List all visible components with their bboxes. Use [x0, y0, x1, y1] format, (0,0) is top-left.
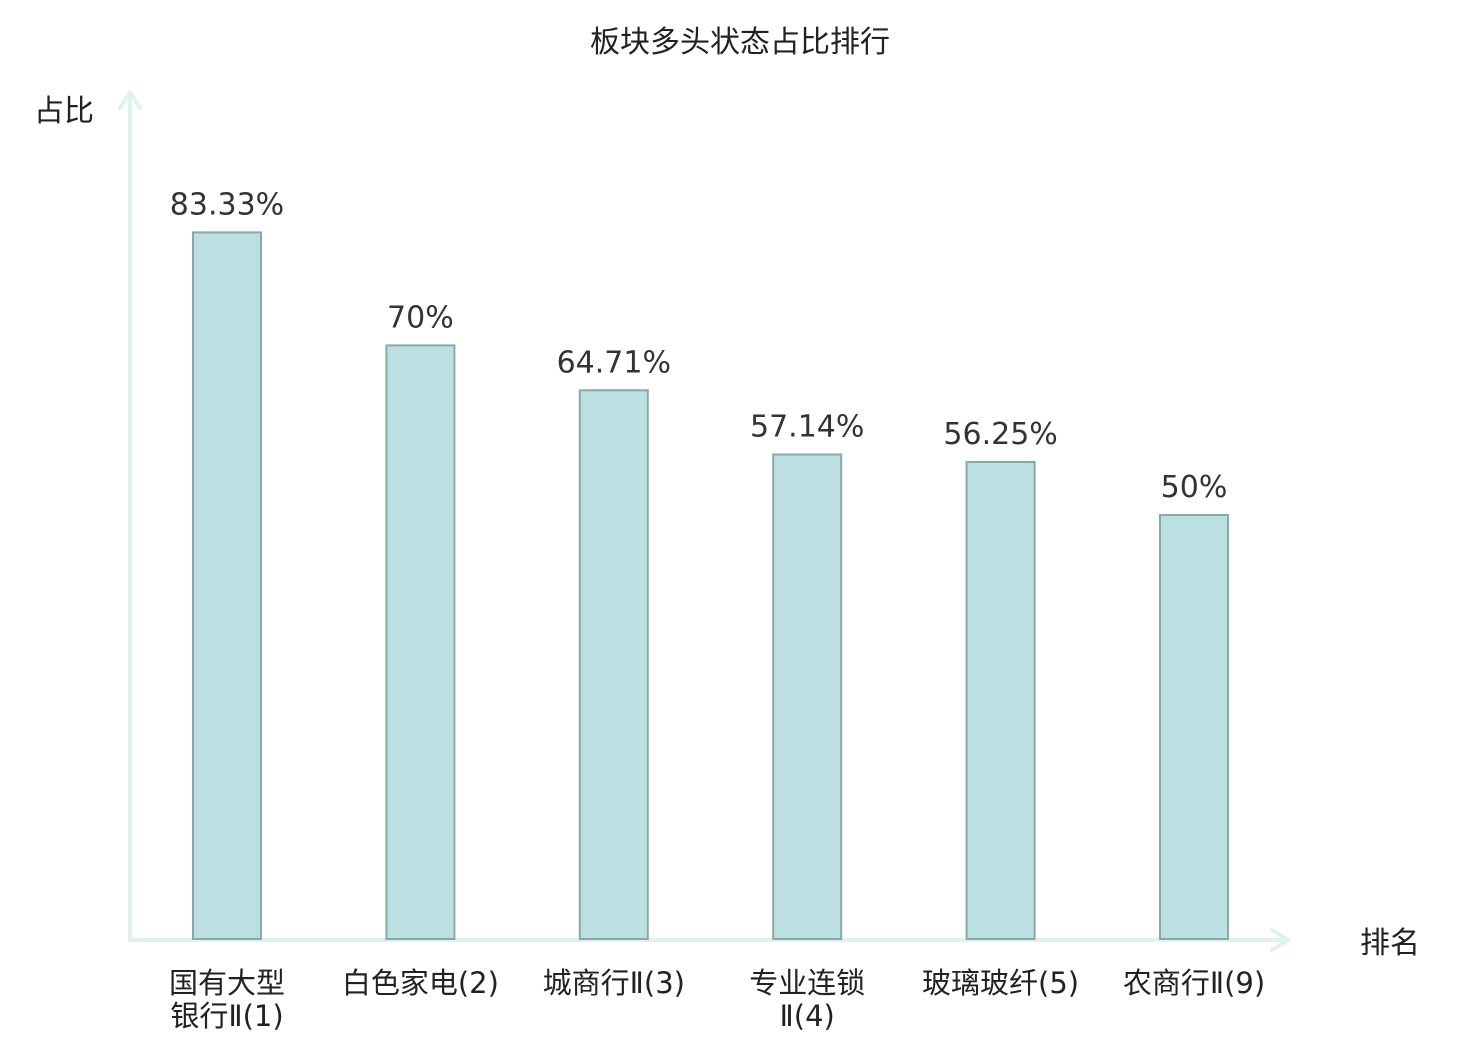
category-label-1-line-2: 银行Ⅱ(1): [170, 999, 283, 1033]
bar-1: [192, 231, 262, 940]
x-axis-label: 排名: [1360, 926, 1420, 961]
bar-5: [965, 461, 1036, 940]
y-axis-label: 占比: [34, 94, 94, 129]
category-label-4-line-2: Ⅱ(4): [780, 999, 835, 1033]
value-label-5: 56.25%: [943, 417, 1057, 452]
x-axis-arrow: [1270, 928, 1290, 952]
y-axis-arrow: [118, 90, 142, 110]
category-label-4: 专业连锁 Ⅱ(4): [749, 966, 865, 1033]
value-label-6: 50%: [1161, 470, 1228, 505]
value-labels-group: 83.33% 70% 64.71% 57.14% 56.25% 50%: [170, 187, 1228, 505]
category-label-3: 城商行Ⅱ(3): [543, 966, 685, 1000]
axes: [118, 90, 1290, 952]
category-label-5: 玻璃玻纤(5): [922, 966, 1079, 1000]
bar-3: [578, 389, 649, 940]
category-labels-group: 国有大型银行Ⅱ(1) 白色家电(2) 城商行Ⅱ(3) 专业连锁 Ⅱ(4) 玻璃玻纤(5) 农…: [169, 966, 1265, 1033]
category-label-6: 农商行Ⅱ(9): [1123, 966, 1265, 1000]
category-label-5-line-1: 玻璃玻纤(5): [922, 966, 1079, 1000]
bar-4: [772, 453, 843, 940]
bars-group: [192, 231, 1229, 940]
bar-2: [385, 344, 456, 940]
category-label-6-line-1: 农商行Ⅱ(9): [1123, 966, 1265, 1000]
value-label-1: 83.33%: [170, 187, 284, 222]
category-label-2: 白色家电(2): [342, 966, 499, 1000]
category-label-4-line-1: 专业连锁: [749, 966, 865, 1000]
value-label-2: 70%: [387, 300, 454, 335]
category-label-1-line-1: 国有大型: [169, 966, 285, 1000]
category-label-2-line-1: 白色家电(2): [342, 966, 499, 1000]
bar-6: [1159, 514, 1229, 940]
category-label-3-line-1: 城商行Ⅱ(3): [543, 966, 685, 1000]
chart-title: 板块多头状态占比排行: [590, 25, 890, 60]
value-label-4: 57.14%: [750, 410, 864, 445]
value-label-3: 64.71%: [557, 345, 671, 380]
category-label-1: 国有大型银行Ⅱ(1): [169, 966, 285, 1033]
